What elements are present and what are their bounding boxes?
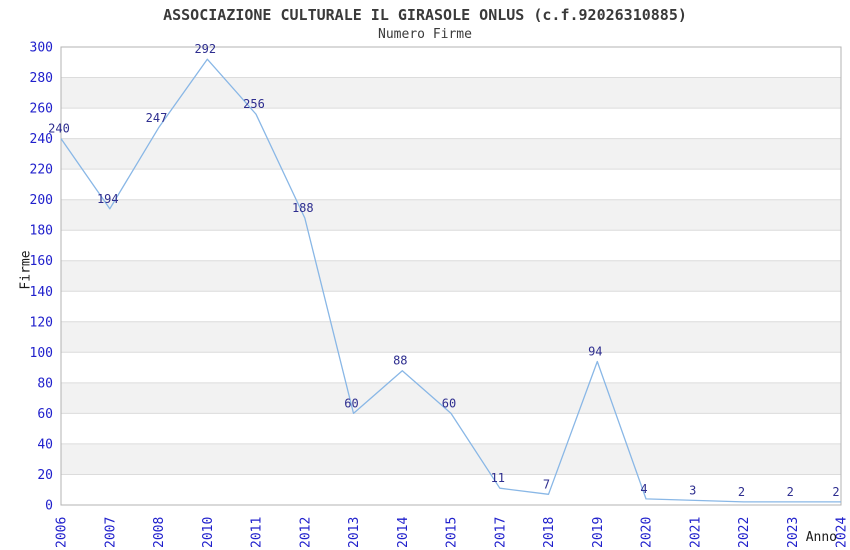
svg-text:2011: 2011 [250, 517, 265, 548]
svg-text:60: 60 [344, 396, 358, 410]
svg-text:2021: 2021 [688, 517, 703, 548]
svg-text:292: 292 [194, 42, 216, 56]
svg-text:200: 200 [30, 193, 53, 208]
svg-text:180: 180 [30, 224, 53, 239]
svg-text:240: 240 [48, 122, 70, 136]
svg-text:100: 100 [30, 346, 53, 361]
svg-text:188: 188 [292, 201, 314, 215]
svg-text:60: 60 [442, 396, 456, 410]
svg-text:140: 140 [30, 285, 53, 300]
svg-text:94: 94 [588, 345, 602, 359]
svg-text:120: 120 [30, 315, 53, 330]
svg-text:2: 2 [787, 485, 794, 499]
svg-text:40: 40 [37, 437, 53, 452]
chart-title: ASSOCIAZIONE CULTURALE IL GIRASOLE ONLUS… [163, 6, 687, 24]
svg-text:2: 2 [832, 485, 839, 499]
x-axis-title: Anno [805, 530, 837, 545]
svg-text:60: 60 [37, 407, 53, 422]
svg-text:300: 300 [30, 41, 53, 56]
svg-text:4: 4 [640, 482, 647, 496]
svg-text:2013: 2013 [347, 517, 362, 548]
svg-text:247: 247 [146, 111, 168, 125]
svg-text:2017: 2017 [493, 517, 508, 548]
svg-text:160: 160 [30, 254, 53, 269]
svg-text:88: 88 [393, 354, 407, 368]
svg-text:2015: 2015 [445, 517, 460, 548]
svg-text:2007: 2007 [103, 517, 118, 548]
svg-text:256: 256 [243, 97, 265, 111]
svg-text:2019: 2019 [591, 517, 606, 548]
svg-text:240: 240 [30, 132, 53, 147]
svg-text:20: 20 [37, 468, 53, 483]
y-axis-title: Firme [18, 250, 34, 290]
svg-text:220: 220 [30, 163, 53, 178]
svg-text:2014: 2014 [396, 517, 411, 548]
svg-text:0: 0 [45, 499, 53, 514]
svg-text:2010: 2010 [201, 517, 216, 548]
svg-text:260: 260 [30, 102, 53, 117]
svg-text:3: 3 [689, 483, 696, 497]
svg-text:194: 194 [97, 192, 119, 206]
svg-text:2022: 2022 [737, 517, 752, 548]
svg-text:2006: 2006 [55, 517, 70, 548]
svg-text:11: 11 [491, 471, 505, 485]
svg-text:2023: 2023 [786, 517, 801, 548]
svg-text:2024: 2024 [835, 517, 850, 548]
svg-text:2018: 2018 [542, 517, 557, 548]
svg-text:80: 80 [37, 376, 53, 391]
chart-subtitle: Numero Firme [378, 27, 472, 42]
svg-text:2008: 2008 [152, 517, 167, 548]
svg-text:7: 7 [543, 477, 550, 491]
svg-text:2020: 2020 [640, 517, 655, 548]
svg-text:280: 280 [30, 71, 53, 86]
svg-text:2012: 2012 [298, 517, 313, 548]
svg-text:2: 2 [738, 485, 745, 499]
